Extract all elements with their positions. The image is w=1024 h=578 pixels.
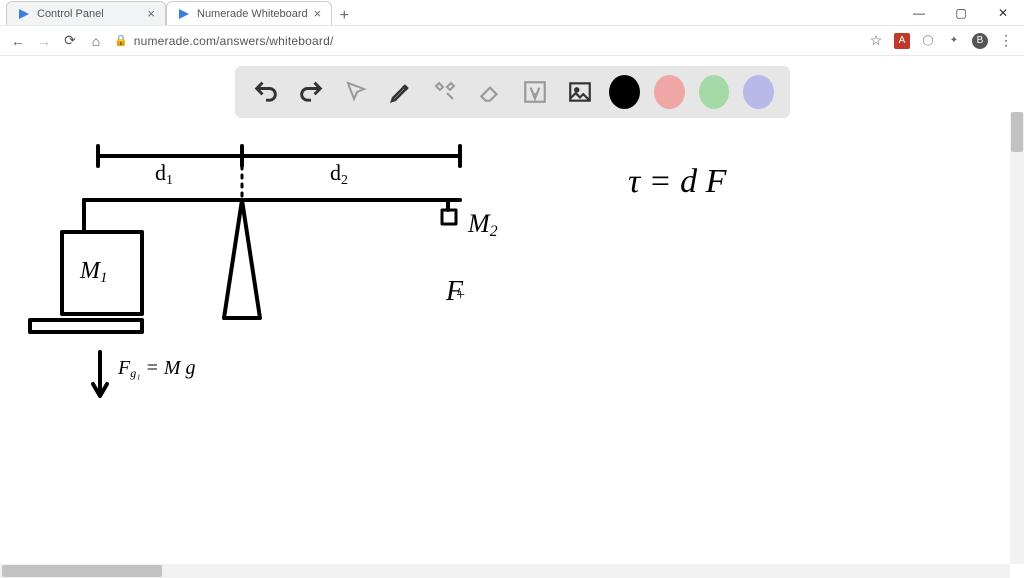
lock-icon: 🔒 [114, 34, 128, 47]
close-window-button[interactable]: ✕ [982, 0, 1024, 25]
kebab-menu-icon[interactable]: ⋮ [998, 32, 1014, 49]
tab-title: Control Panel [37, 8, 141, 20]
maximize-button[interactable]: ▢ [940, 0, 982, 25]
scrollbar-thumb[interactable] [2, 565, 162, 577]
tab-numerade[interactable]: Numerade Whiteboard × [166, 1, 332, 25]
label-f: F+ [445, 276, 466, 307]
minimize-button[interactable]: — [898, 0, 940, 25]
reload-button[interactable]: ⟳ [62, 32, 78, 49]
label-m1: M1 [79, 258, 108, 286]
label-fg: Fg₁ = M g [117, 357, 196, 380]
extensions-puzzle-icon[interactable]: ✦ [946, 33, 962, 49]
back-button[interactable]: ← [10, 33, 26, 49]
whiteboard-canvas[interactable]: d1 d2 M1 M2 F+ Fg₁ = M g τ = d F [0, 56, 1010, 564]
star-icon[interactable]: ☆ [868, 32, 884, 49]
favicon [17, 7, 31, 21]
horizontal-scrollbar[interactable] [0, 564, 1010, 578]
pdf-extension-icon[interactable]: A [894, 33, 910, 49]
close-icon[interactable]: × [314, 6, 322, 21]
new-tab-button[interactable]: + [332, 7, 356, 25]
vertical-scrollbar[interactable] [1010, 112, 1024, 564]
tab-title: Numerade Whiteboard [197, 8, 308, 20]
tabs: Control Panel × Numerade Whiteboard × + [0, 0, 898, 25]
url-text[interactable]: numerade.com/answers/whiteboard/ [134, 34, 858, 48]
favicon [177, 7, 191, 21]
label-d2: d2 [330, 160, 348, 188]
tab-control-panel[interactable]: Control Panel × [6, 1, 166, 25]
label-m2: M2 [467, 209, 498, 240]
scrollbar-thumb[interactable] [1011, 112, 1023, 152]
close-icon[interactable]: × [147, 6, 155, 21]
address-bar: ← → ⟳ ⌂ 🔒 numerade.com/answers/whiteboar… [0, 26, 1024, 56]
label-torque: τ = d F [628, 163, 728, 200]
home-button[interactable]: ⌂ [88, 33, 104, 49]
extension-icon[interactable]: ◯ [920, 33, 936, 49]
forward-button[interactable]: → [36, 33, 52, 49]
window-controls: — ▢ ✕ [898, 0, 1024, 25]
avatar[interactable]: B [972, 33, 988, 49]
page-content: d1 d2 M1 M2 F+ Fg₁ = M g τ = d F [0, 56, 1024, 578]
label-d1: d1 [155, 160, 173, 188]
title-bar: Control Panel × Numerade Whiteboard × + … [0, 0, 1024, 26]
